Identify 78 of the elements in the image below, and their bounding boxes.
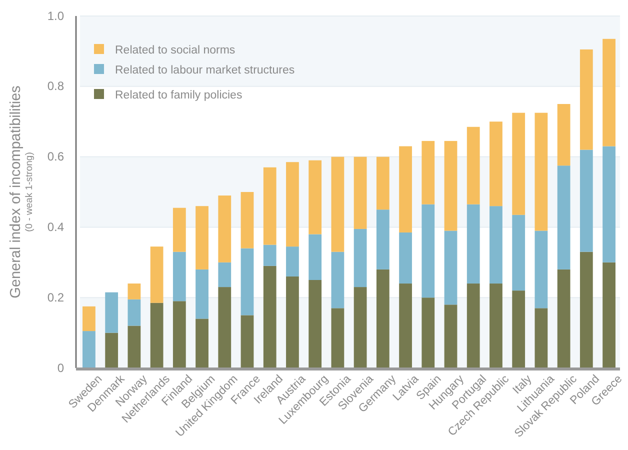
- bar: [172, 252, 186, 302]
- bar: [580, 252, 593, 368]
- bar: [218, 287, 232, 368]
- bar: [308, 280, 322, 368]
- bar: [150, 246, 164, 303]
- y-tick-label: 0.6: [47, 150, 64, 164]
- bar: [286, 246, 299, 276]
- bar: [602, 146, 616, 262]
- bar: [331, 252, 344, 308]
- bar: [466, 204, 480, 284]
- bar: [444, 140, 458, 231]
- bar: [82, 331, 96, 368]
- y-tick-label: 0: [57, 360, 64, 375]
- bar: [490, 206, 502, 284]
- bar: [422, 298, 435, 368]
- bar: [263, 244, 276, 266]
- bar: [580, 150, 593, 252]
- bar: [263, 167, 276, 245]
- y-tick-label: 0.8: [47, 79, 64, 94]
- bar: [376, 269, 390, 368]
- bar: [128, 284, 141, 300]
- bar: [218, 196, 232, 262]
- bar: [399, 284, 412, 368]
- y-tick-label: 1.0: [47, 8, 64, 23]
- bar: [308, 234, 322, 280]
- bar: [602, 262, 616, 368]
- bar: [376, 210, 390, 270]
- bar: [354, 228, 367, 288]
- bar: [422, 204, 435, 298]
- bar: [490, 122, 502, 206]
- y-tick-label: 0.2: [47, 290, 64, 304]
- bar: [399, 146, 412, 232]
- bar: [172, 208, 186, 252]
- bar: [150, 302, 164, 368]
- bar: [196, 269, 208, 319]
- bar: [196, 206, 208, 270]
- bar: [82, 306, 96, 332]
- bar: [240, 192, 254, 248]
- bar: [557, 104, 570, 166]
- bar: [218, 262, 232, 288]
- bar: [240, 248, 254, 316]
- legend-label: Related to social norms: [115, 44, 236, 56]
- bar: [490, 284, 502, 368]
- bar: [331, 308, 344, 368]
- bar: [512, 290, 526, 368]
- bar: [512, 112, 526, 215]
- bar: [105, 292, 118, 333]
- bar: [263, 266, 276, 368]
- bar: [286, 162, 299, 247]
- bar: [128, 299, 141, 326]
- bar: [466, 284, 480, 368]
- bar: [534, 230, 548, 308]
- bar: [308, 160, 322, 234]
- bar: [105, 332, 118, 368]
- bar: [196, 318, 208, 368]
- bar: [376, 156, 390, 210]
- bar: [444, 304, 458, 368]
- bar: [580, 49, 593, 150]
- bar: [602, 38, 616, 146]
- bar: [128, 326, 141, 368]
- legend-label: Related to family policies: [115, 90, 242, 102]
- bar: [557, 166, 570, 270]
- bar: [422, 140, 435, 204]
- bar: [466, 126, 480, 204]
- bar: [172, 301, 186, 368]
- legend-label: Related to labour market structures: [115, 64, 295, 76]
- bar: [557, 269, 570, 368]
- y-tick-label: 0.4: [47, 220, 64, 234]
- bar: [354, 156, 367, 229]
- bar: [354, 287, 367, 368]
- bar: [240, 315, 254, 368]
- bar: [534, 308, 548, 368]
- bar: [399, 232, 412, 284]
- bar: [534, 112, 548, 231]
- bar: [286, 276, 299, 368]
- bar: [444, 230, 458, 305]
- bar: [331, 156, 344, 252]
- bar: [512, 214, 526, 291]
